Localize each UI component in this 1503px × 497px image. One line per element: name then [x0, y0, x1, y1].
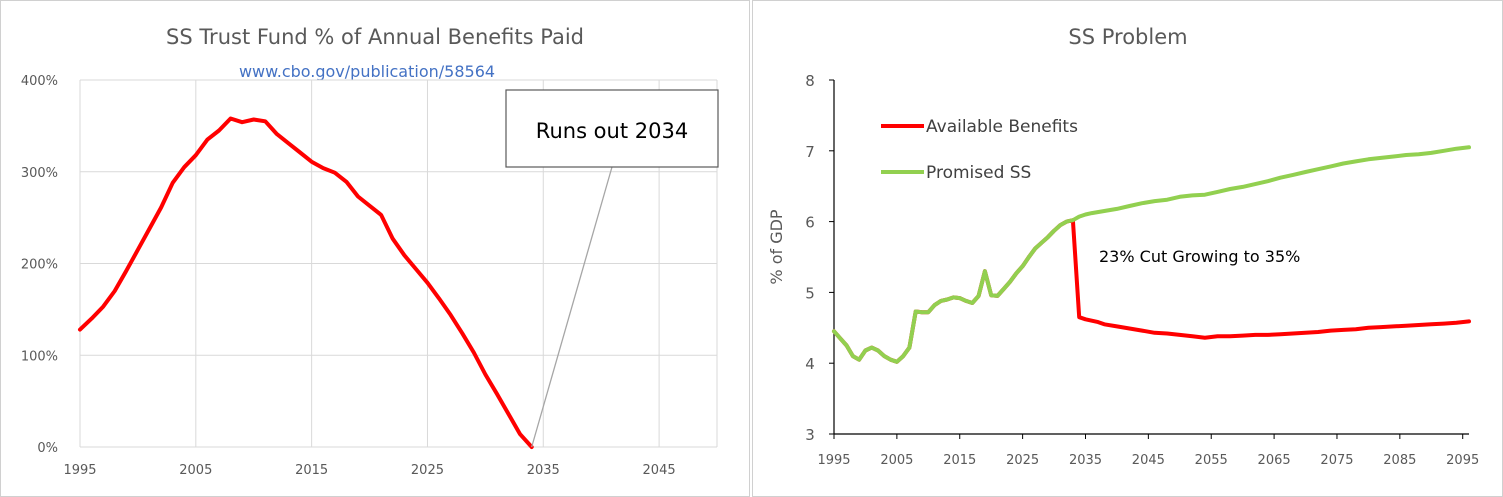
ss-problem-chart-panel: SS Problem % of GDP 3 4 5 6 7 8 1995 2005 2015 20…	[752, 0, 1503, 497]
ss-problem-chart: SS Problem % of GDP 3 4 5 6 7 8 1995 2005 2015 20…	[767, 25, 1479, 468]
cut-annotation: 23% Cut Growing to 35%	[1099, 247, 1300, 266]
series-layer	[832, 145, 1471, 364]
legend-label-promised-ss: Promised SS	[926, 163, 1031, 183]
y-tick-label: 7	[805, 143, 815, 161]
x-tick-label: 2055	[1195, 453, 1228, 468]
x-tick-label: 1995	[63, 463, 96, 478]
callout-leader-line	[531, 166, 613, 448]
series-line-available-benefits	[832, 218, 1471, 364]
axes	[829, 79, 1469, 439]
y-tick-label: 8	[805, 72, 815, 90]
x-tick-label: 2025	[411, 463, 444, 478]
axis-ticks: 3 4 5 6 7 8 1995 2005 2015 2025 2035 2045 2055 2065 20…	[805, 72, 1479, 468]
y-tick-label: 300%	[21, 166, 58, 181]
x-tick-label: 1995	[817, 453, 850, 468]
chart-title: SS Trust Fund % of Annual Benefits Paid	[166, 25, 584, 49]
x-tick-label: 2005	[179, 463, 212, 478]
y-tick-label: 400%	[21, 74, 58, 89]
callout-text: Runs out 2034	[536, 119, 688, 143]
callout: Runs out 2034	[505, 89, 719, 448]
legend-label-available-benefits: Available Benefits	[926, 117, 1078, 137]
y-tick-label: 0%	[37, 441, 58, 456]
y-tick-label: 100%	[21, 349, 58, 364]
x-tick-label: 2085	[1383, 453, 1416, 468]
x-tick-label: 2075	[1320, 453, 1353, 468]
series-layer	[78, 116, 534, 449]
y-tick-label: 3	[805, 426, 815, 444]
x-tick-label: 2035	[527, 463, 560, 478]
y-tick-label: 6	[805, 214, 815, 232]
axis-ticks: 0% 100% 200% 300% 400% 1995 2005 2015 2025 2035 20…	[21, 74, 676, 478]
y-axis-label: % of GDP	[767, 209, 786, 285]
series-line-promised-ss	[832, 145, 1471, 364]
trust-fund-chart-panel: SS Trust Fund % of Annual Benefits Paid …	[0, 0, 750, 497]
x-tick-label: 2005	[880, 453, 913, 468]
series-line-trust-fund	[78, 116, 534, 449]
x-tick-label: 2015	[295, 463, 328, 478]
x-tick-label: 2065	[1258, 453, 1291, 468]
x-tick-label: 2045	[1132, 453, 1165, 468]
x-tick-label: 2095	[1446, 453, 1479, 468]
y-tick-label: 5	[805, 284, 815, 302]
trust-fund-chart: SS Trust Fund % of Annual Benefits Paid …	[21, 25, 719, 478]
x-tick-label: 2025	[1006, 453, 1039, 468]
chart-subtitle-link[interactable]: www.cbo.gov/publication/58564	[239, 62, 495, 81]
x-tick-label: 2015	[943, 453, 976, 468]
callout-box	[505, 89, 719, 168]
chart-title: SS Problem	[1068, 25, 1187, 49]
legend: Available Benefits Promised SS	[881, 117, 1078, 183]
x-tick-label: 2035	[1069, 453, 1102, 468]
y-tick-label: 4	[805, 355, 815, 373]
y-tick-label: 200%	[21, 258, 58, 273]
x-tick-label: 2045	[643, 463, 676, 478]
